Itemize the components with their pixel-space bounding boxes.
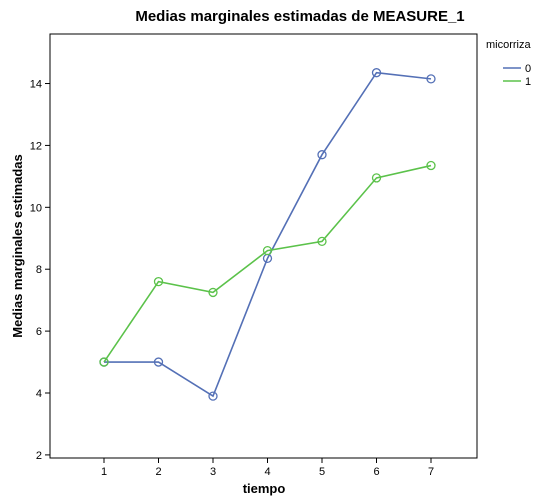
plot-area: [49, 33, 478, 459]
series-1: [99, 160, 436, 367]
y-tick-label: 10: [30, 202, 42, 214]
y-tick-label: 2: [36, 450, 42, 462]
series-line: [103, 164, 432, 363]
data-point: [99, 357, 109, 367]
data-point: [426, 160, 436, 171]
series-layer: [99, 68, 436, 401]
legend-item-0: 0: [503, 63, 531, 75]
legend-title: micorriza: [486, 39, 531, 51]
chart-title: Medias marginales estimadas de MEASURE_1: [135, 8, 464, 25]
x-tick-label: 4: [264, 466, 270, 478]
legend-label: 0: [525, 63, 531, 75]
data-point: [371, 68, 382, 78]
x-tick-label: 5: [319, 466, 325, 478]
data-point: [208, 391, 218, 401]
y-tick-label: 12: [30, 140, 42, 152]
data-point: [317, 236, 327, 247]
data-point: [262, 245, 273, 256]
y-tick-label: 4: [36, 388, 42, 400]
data-point: [208, 287, 218, 298]
x-tick-label: 6: [373, 466, 379, 478]
x-tick-label: 3: [210, 466, 216, 478]
y-tick-label: 8: [36, 264, 42, 276]
y-tick-label: 6: [36, 326, 42, 338]
y-tick-label: 14: [30, 79, 42, 91]
x-tick-label: 1: [101, 466, 107, 478]
x-axis-title: tiempo: [243, 481, 286, 496]
data-point: [371, 173, 382, 183]
y-axis-title: Medias marginales estimadas: [10, 154, 25, 338]
legend: micorriza 01: [486, 39, 531, 88]
data-point: [426, 74, 436, 84]
data-point: [153, 276, 164, 287]
series-line: [104, 71, 432, 398]
data-point: [153, 357, 164, 367]
legend-label: 1: [525, 76, 531, 88]
series-0: [99, 68, 436, 401]
legend-item-1: 1: [503, 76, 531, 88]
x-axis: 1 2 3 4 5 6 7: [101, 458, 434, 478]
y-axis: 2 4 6 8 10 12 14: [30, 79, 50, 462]
x-tick-label: 2: [155, 466, 161, 478]
x-tick-label: 7: [428, 466, 434, 478]
data-point: [317, 150, 327, 160]
